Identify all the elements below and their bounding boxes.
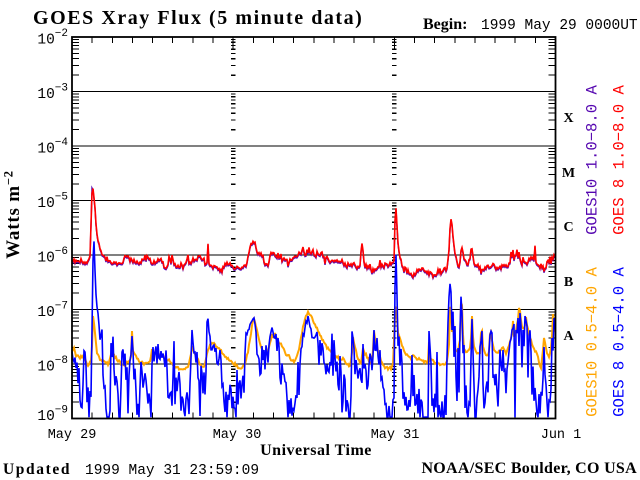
svg-text:10−5: 10−5 bbox=[37, 192, 68, 213]
svg-text:Begin:: Begin: bbox=[423, 16, 467, 33]
svg-text:GOES10 1.0−8.0 A: GOES10 1.0−8.0 A bbox=[584, 85, 602, 235]
svg-text:Universal Time: Universal Time bbox=[260, 442, 372, 459]
svg-text:May 31: May 31 bbox=[371, 428, 420, 443]
svg-text:10−6: 10−6 bbox=[37, 246, 68, 267]
svg-text:Watts m−2: Watts m−2 bbox=[2, 170, 25, 259]
svg-text:10−9: 10−9 bbox=[37, 405, 68, 426]
svg-text:GOES10 0.5−4.0 A: GOES10 0.5−4.0 A bbox=[584, 267, 602, 417]
svg-text:Jun 1: Jun 1 bbox=[541, 428, 582, 443]
svg-text:10−3: 10−3 bbox=[37, 83, 68, 104]
svg-text:GOES Xray Flux (5 minute data): GOES Xray Flux (5 minute data) bbox=[33, 7, 363, 29]
svg-text:GOES 8 0.5−4.0 A: GOES 8 0.5−4.0 A bbox=[611, 267, 629, 417]
svg-text:10−7: 10−7 bbox=[37, 301, 68, 322]
svg-text:B: B bbox=[564, 275, 573, 290]
svg-text:1999 May 31 23:59:09: 1999 May 31 23:59:09 bbox=[85, 463, 259, 479]
svg-text:A: A bbox=[563, 329, 574, 344]
svg-text:C: C bbox=[563, 220, 573, 235]
svg-text:10−2: 10−2 bbox=[37, 28, 68, 49]
svg-text:X: X bbox=[563, 111, 573, 126]
svg-text:M: M bbox=[562, 166, 575, 181]
svg-text:1999 May 29 0000UT: 1999 May 29 0000UT bbox=[481, 18, 638, 34]
svg-text:NOAA/SEC Boulder, CO USA: NOAA/SEC Boulder, CO USA bbox=[421, 460, 637, 477]
svg-text:GOES 8 1.0−8.0 A: GOES 8 1.0−8.0 A bbox=[611, 85, 629, 235]
svg-text:10−8: 10−8 bbox=[37, 355, 68, 376]
svg-text:May 29: May 29 bbox=[48, 428, 97, 443]
svg-text:May 30: May 30 bbox=[213, 428, 262, 443]
svg-text:10−4: 10−4 bbox=[37, 137, 68, 158]
svg-text:Updated: Updated bbox=[3, 461, 71, 478]
